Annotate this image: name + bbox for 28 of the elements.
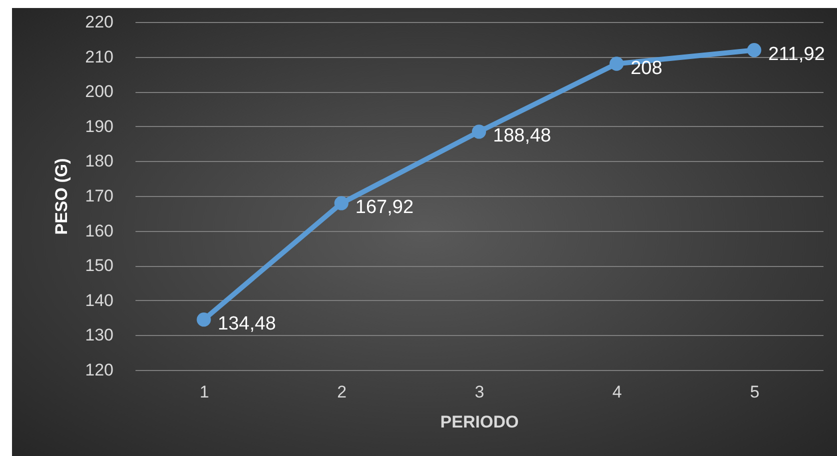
data-label: 188,48 (493, 126, 552, 147)
y-tick-label: 180 (85, 152, 114, 171)
x-axis-title: PERIODO (440, 412, 519, 432)
y-tick-label: 130 (85, 326, 114, 345)
x-tick-label: 4 (612, 382, 622, 402)
point (472, 124, 486, 139)
y-tick-label: 200 (85, 82, 114, 102)
data-label: 208 (630, 58, 662, 79)
x-tick-label: 3 (474, 382, 484, 402)
x-tick-label: 1 (200, 382, 210, 402)
data-label: 211,92 (768, 44, 825, 66)
x-tick-label: 2 (337, 382, 347, 402)
point (196, 312, 211, 327)
y-tick-label: 170 (85, 186, 114, 206)
y-tick-label: 160 (85, 221, 114, 240)
x-tick-label: 5 (750, 382, 760, 402)
y-tick-label: 140 (85, 290, 114, 310)
y-tick-label: 120 (85, 360, 114, 380)
data-label: 134,48 (218, 314, 276, 335)
y-axis-title: PESO (G) (52, 158, 72, 235)
point (747, 43, 762, 58)
y-tick-label: 210 (85, 47, 114, 66)
point (334, 196, 348, 210)
y-tick-label: 220 (85, 12, 114, 32)
point (610, 56, 624, 71)
y-tick-label: 190 (85, 116, 114, 136)
y-tick-label: 150 (85, 256, 114, 276)
data-label: 167,92 (355, 197, 414, 218)
